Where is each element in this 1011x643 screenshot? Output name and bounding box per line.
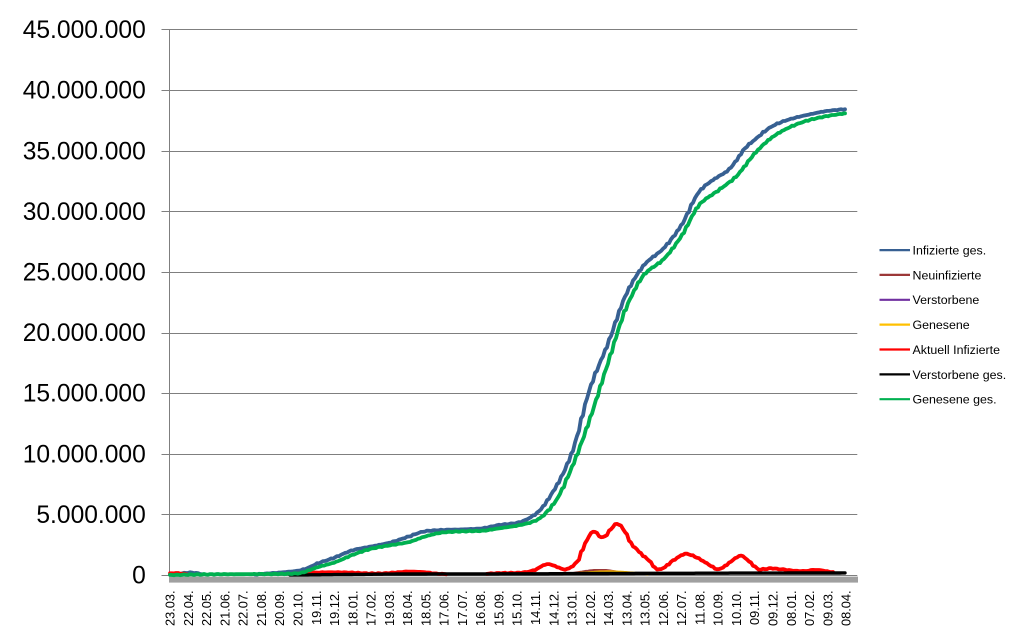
svg-text:Genesene: Genesene bbox=[913, 318, 970, 332]
svg-text:20.09.: 20.09. bbox=[272, 590, 287, 626]
svg-text:Infizierte ges.: Infizierte ges. bbox=[913, 244, 987, 258]
svg-text:30.000.000: 30.000.000 bbox=[23, 199, 146, 226]
svg-text:18.04.: 18.04. bbox=[400, 590, 415, 626]
svg-text:14.03.: 14.03. bbox=[601, 590, 616, 626]
svg-text:40.000.000: 40.000.000 bbox=[23, 78, 146, 105]
svg-text:11.08.: 11.08. bbox=[692, 590, 707, 625]
svg-text:22.05.: 22.05. bbox=[199, 590, 214, 626]
svg-text:20.000.000: 20.000.000 bbox=[23, 320, 146, 347]
svg-text:45.000.000: 45.000.000 bbox=[23, 17, 146, 44]
svg-text:14.11.: 14.11. bbox=[528, 590, 543, 625]
svg-text:07.02.: 07.02. bbox=[802, 590, 817, 626]
svg-text:23.03.: 23.03. bbox=[163, 590, 178, 626]
svg-text:Verstorbene: Verstorbene bbox=[913, 293, 980, 307]
svg-text:25.000.000: 25.000.000 bbox=[23, 260, 146, 287]
svg-text:10.000.000: 10.000.000 bbox=[23, 441, 146, 468]
svg-text:15.000.000: 15.000.000 bbox=[23, 381, 146, 408]
svg-text:15.10.: 15.10. bbox=[510, 590, 525, 626]
svg-text:21.06.: 21.06. bbox=[217, 590, 232, 626]
svg-text:12.07.: 12.07. bbox=[674, 590, 689, 626]
svg-text:09.11.: 09.11. bbox=[747, 590, 762, 625]
svg-text:19.03.: 19.03. bbox=[382, 590, 397, 626]
svg-text:21.08.: 21.08. bbox=[254, 590, 269, 626]
svg-text:15.09.: 15.09. bbox=[492, 590, 507, 626]
svg-text:08.04.: 08.04. bbox=[839, 590, 854, 626]
svg-text:0: 0 bbox=[132, 563, 146, 590]
svg-text:19.12.: 19.12. bbox=[327, 590, 342, 626]
svg-text:Aktuell Infizierte: Aktuell Infizierte bbox=[913, 343, 1001, 357]
svg-text:18.01.: 18.01. bbox=[345, 590, 360, 626]
svg-text:Verstorbene ges.: Verstorbene ges. bbox=[913, 368, 1007, 382]
svg-text:17.07.: 17.07. bbox=[455, 590, 470, 626]
svg-text:08.01.: 08.01. bbox=[784, 590, 799, 626]
svg-text:14.12.: 14.12. bbox=[546, 590, 561, 626]
svg-text:13.05.: 13.05. bbox=[638, 590, 653, 626]
svg-text:09.03.: 09.03. bbox=[820, 590, 835, 626]
svg-text:22.07.: 22.07. bbox=[236, 590, 251, 626]
svg-text:16.08.: 16.08. bbox=[473, 590, 488, 626]
svg-text:Genesene ges.: Genesene ges. bbox=[913, 393, 997, 407]
svg-text:19.11.: 19.11. bbox=[309, 590, 324, 625]
svg-text:13.04.: 13.04. bbox=[619, 590, 634, 626]
svg-text:10.10.: 10.10. bbox=[729, 590, 744, 626]
svg-text:18.05.: 18.05. bbox=[418, 590, 433, 626]
svg-text:17.02.: 17.02. bbox=[364, 590, 379, 626]
svg-text:Neuinfizierte: Neuinfizierte bbox=[913, 268, 982, 282]
svg-text:35.000.000: 35.000.000 bbox=[23, 138, 146, 165]
svg-text:17.06.: 17.06. bbox=[437, 590, 452, 626]
svg-text:10.09.: 10.09. bbox=[711, 590, 726, 626]
svg-text:5.000.000: 5.000.000 bbox=[36, 502, 145, 529]
svg-text:20.10.: 20.10. bbox=[291, 590, 306, 626]
svg-text:12.02.: 12.02. bbox=[583, 590, 598, 626]
svg-text:09.12.: 09.12. bbox=[766, 590, 781, 626]
svg-text:13.01.: 13.01. bbox=[565, 590, 580, 626]
svg-text:12.06.: 12.06. bbox=[656, 590, 671, 626]
svg-text:22.04.: 22.04. bbox=[181, 590, 196, 626]
